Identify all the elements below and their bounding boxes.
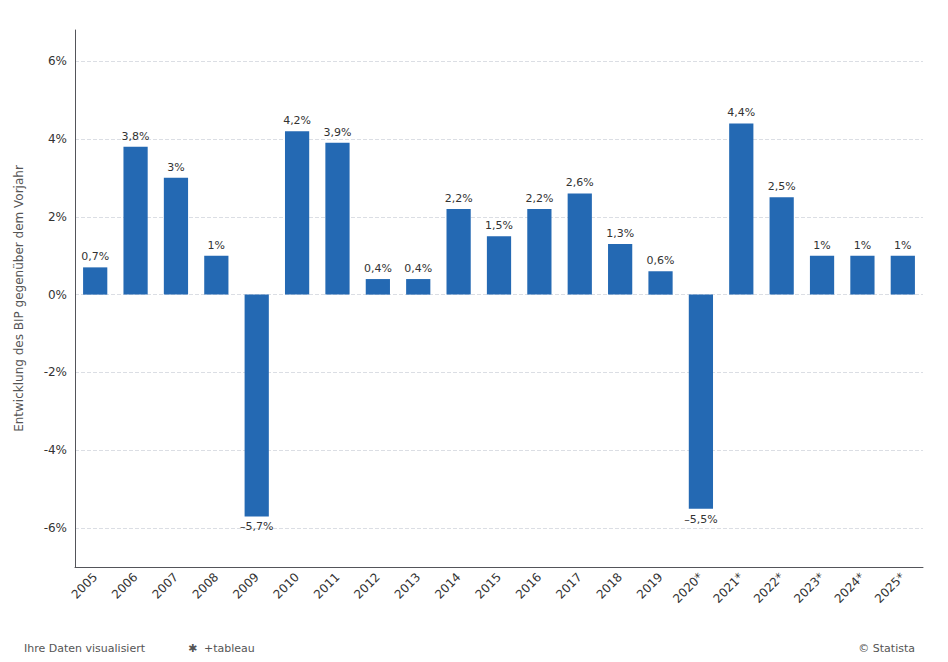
svg-text:2014: 2014 bbox=[432, 570, 463, 601]
svg-text:1%: 1% bbox=[208, 239, 225, 252]
svg-text:1%: 1% bbox=[894, 239, 911, 252]
svg-text:1%: 1% bbox=[854, 239, 871, 252]
svg-text:-2%: -2% bbox=[44, 365, 67, 379]
svg-text:-6%: -6% bbox=[44, 521, 67, 535]
svg-text:2015: 2015 bbox=[472, 570, 503, 601]
svg-text:2009: 2009 bbox=[230, 570, 261, 601]
svg-text:Ihre Daten visualisiert: Ihre Daten visualisiert bbox=[24, 642, 146, 655]
svg-text:3,8%: 3,8% bbox=[122, 130, 150, 143]
svg-text:2018: 2018 bbox=[594, 570, 625, 601]
svg-text:+tableau: +tableau bbox=[204, 642, 255, 655]
svg-text:✱: ✱ bbox=[188, 642, 197, 655]
svg-text:2,5%: 2,5% bbox=[768, 180, 796, 193]
svg-text:0,7%: 0,7% bbox=[81, 250, 109, 263]
svg-text:1,5%: 1,5% bbox=[485, 219, 513, 232]
svg-text:1%: 1% bbox=[813, 239, 830, 252]
svg-text:2025*: 2025* bbox=[872, 570, 908, 606]
svg-text:2019: 2019 bbox=[634, 570, 665, 601]
svg-text:0%: 0% bbox=[48, 288, 67, 302]
svg-text:2016: 2016 bbox=[513, 570, 544, 601]
svg-text:–5,7%: –5,7% bbox=[240, 520, 273, 533]
svg-text:3%: 3% bbox=[167, 161, 184, 174]
svg-text:2021*: 2021* bbox=[711, 570, 747, 606]
svg-text:2012: 2012 bbox=[351, 570, 382, 601]
svg-text:2007: 2007 bbox=[149, 570, 180, 601]
svg-text:0,4%: 0,4% bbox=[404, 262, 432, 275]
svg-text:2024*: 2024* bbox=[832, 570, 868, 606]
svg-text:4,4%: 4,4% bbox=[727, 106, 755, 119]
svg-text:Entwicklung des BIP gegenüber: Entwicklung des BIP gegenüber dem Vorjah… bbox=[12, 165, 26, 432]
svg-text:4,2%: 4,2% bbox=[283, 114, 311, 127]
svg-text:2,2%: 2,2% bbox=[445, 192, 473, 205]
svg-text:2,6%: 2,6% bbox=[566, 176, 594, 189]
svg-text:6%: 6% bbox=[48, 54, 67, 68]
svg-text:0,4%: 0,4% bbox=[364, 262, 392, 275]
svg-text:3,9%: 3,9% bbox=[323, 126, 351, 139]
svg-text:© Statista: © Statista bbox=[858, 642, 915, 655]
svg-text:4%: 4% bbox=[48, 132, 67, 146]
svg-text:2005: 2005 bbox=[69, 570, 100, 601]
svg-text:2011: 2011 bbox=[311, 570, 342, 601]
svg-text:2023*: 2023* bbox=[791, 570, 827, 606]
svg-text:2%: 2% bbox=[48, 210, 67, 224]
svg-text:1,3%: 1,3% bbox=[606, 227, 634, 240]
svg-text:2010: 2010 bbox=[271, 570, 302, 601]
svg-text:2017: 2017 bbox=[553, 570, 584, 601]
svg-text:2006: 2006 bbox=[109, 570, 140, 601]
svg-text:–5,5%: –5,5% bbox=[684, 513, 717, 526]
svg-text:-4%: -4% bbox=[44, 443, 67, 457]
svg-text:2008: 2008 bbox=[190, 570, 221, 601]
svg-text:0,6%: 0,6% bbox=[647, 254, 675, 267]
svg-text:2022*: 2022* bbox=[751, 570, 787, 606]
svg-text:2013: 2013 bbox=[392, 570, 423, 601]
svg-text:2,2%: 2,2% bbox=[525, 192, 553, 205]
svg-text:2020*: 2020* bbox=[670, 570, 706, 606]
